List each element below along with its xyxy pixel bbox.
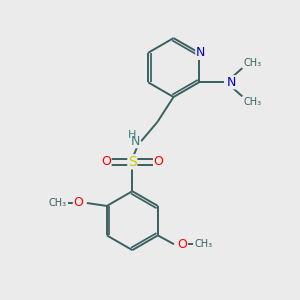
Text: N: N bbox=[196, 46, 205, 59]
Text: O: O bbox=[178, 238, 188, 251]
Text: CH₃: CH₃ bbox=[48, 198, 66, 208]
Text: O: O bbox=[101, 155, 111, 168]
Text: O: O bbox=[154, 155, 164, 168]
Text: CH₃: CH₃ bbox=[243, 58, 261, 68]
Text: O: O bbox=[74, 196, 83, 209]
Text: CH₃: CH₃ bbox=[243, 97, 261, 107]
Text: N: N bbox=[227, 76, 236, 89]
Text: H: H bbox=[128, 130, 136, 140]
Text: CH₃: CH₃ bbox=[195, 239, 213, 249]
Text: N: N bbox=[130, 135, 140, 148]
Text: S: S bbox=[128, 155, 137, 169]
